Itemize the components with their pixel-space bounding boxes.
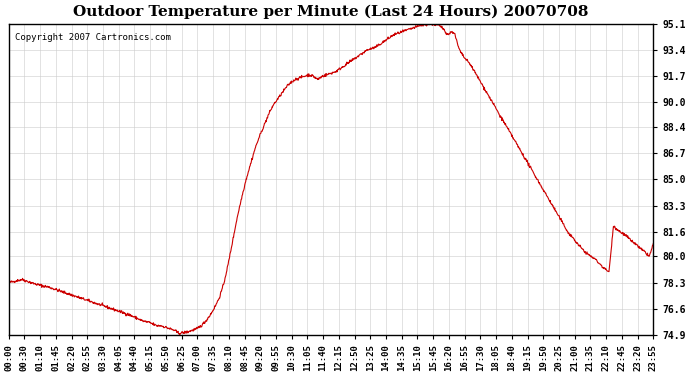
- Title: Outdoor Temperature per Minute (Last 24 Hours) 20070708: Outdoor Temperature per Minute (Last 24 …: [73, 4, 589, 18]
- Text: Copyright 2007 Cartronics.com: Copyright 2007 Cartronics.com: [15, 33, 171, 42]
